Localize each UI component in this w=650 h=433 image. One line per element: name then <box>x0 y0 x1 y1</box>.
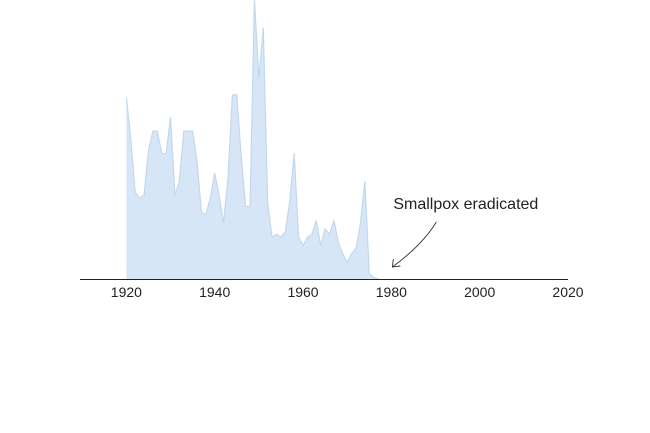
annotation: Smallpox eradicated <box>391 196 538 268</box>
x-tick-label-1940: 1940 <box>199 284 230 300</box>
x-tick-label-1980: 1980 <box>376 284 407 300</box>
area-series-fill <box>126 0 379 279</box>
x-tick-label-2000: 2000 <box>464 284 495 300</box>
annotation-arrowhead <box>391 258 401 268</box>
annotation-label: Smallpox eradicated <box>393 196 538 213</box>
x-axis-ticks: 1920 1940 1960 1980 2000 2020 <box>111 284 584 300</box>
annotation-arrow <box>392 221 437 268</box>
x-tick-label-1920: 1920 <box>111 284 142 300</box>
area-series-line <box>125 0 379 280</box>
x-tick-label-2020: 2020 <box>552 284 583 300</box>
x-tick-label-1960: 1960 <box>287 284 318 300</box>
